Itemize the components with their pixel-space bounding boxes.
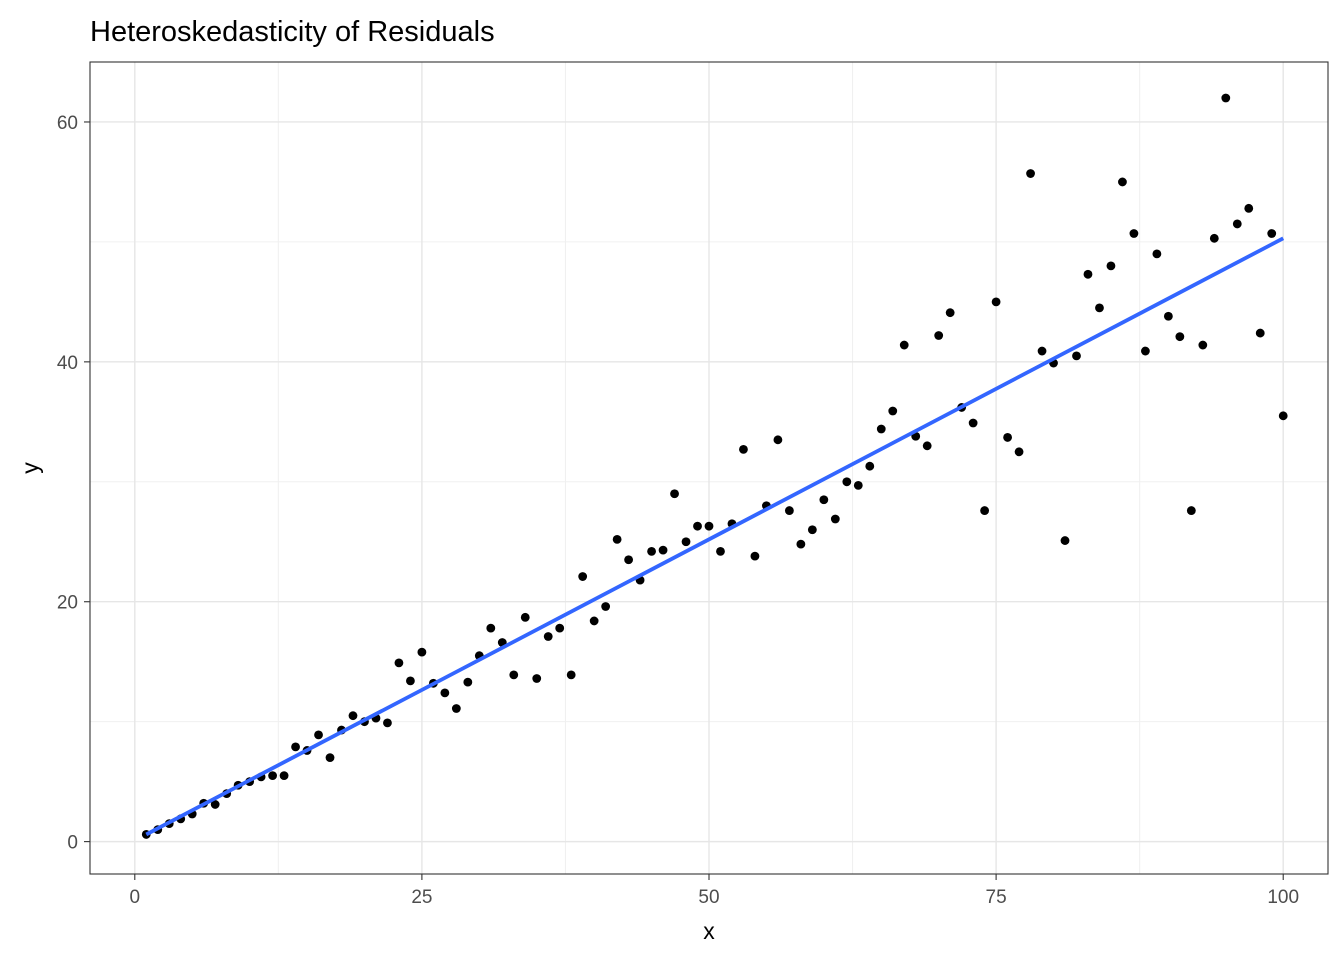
major-gridlines bbox=[90, 62, 1328, 874]
x-tick-label: 75 bbox=[986, 887, 1007, 908]
data-point bbox=[314, 730, 323, 740]
data-point bbox=[291, 742, 300, 752]
data-point bbox=[394, 658, 404, 668]
data-point bbox=[417, 647, 427, 657]
data-point bbox=[268, 771, 277, 781]
data-point bbox=[1232, 219, 1242, 229]
x-tick-label: 25 bbox=[411, 887, 432, 908]
data-point bbox=[1095, 303, 1104, 313]
data-point bbox=[980, 506, 990, 515]
data-point bbox=[934, 331, 944, 340]
data-point bbox=[509, 670, 519, 680]
data-point bbox=[773, 435, 783, 445]
data-point bbox=[486, 623, 496, 633]
data-point bbox=[406, 676, 415, 686]
data-point bbox=[693, 521, 702, 531]
data-point bbox=[325, 753, 335, 763]
data-point bbox=[1141, 346, 1150, 356]
data-point bbox=[796, 539, 806, 549]
chart-title: Heteroskedasticity of Residuals bbox=[90, 16, 495, 48]
data-point bbox=[704, 521, 714, 531]
data-point bbox=[555, 623, 565, 633]
y-tick-label: 60 bbox=[57, 113, 78, 134]
data-point bbox=[1267, 229, 1277, 238]
data-point bbox=[842, 477, 852, 487]
data-point bbox=[1209, 233, 1219, 243]
data-point bbox=[991, 297, 1001, 307]
data-point bbox=[739, 445, 748, 454]
data-point bbox=[520, 612, 530, 622]
data-point bbox=[1003, 433, 1012, 442]
data-point bbox=[784, 506, 794, 515]
plot-panel bbox=[89, 61, 1329, 875]
data-point bbox=[670, 489, 679, 499]
data-point bbox=[1083, 269, 1093, 279]
data-point bbox=[566, 670, 576, 680]
data-point bbox=[532, 674, 542, 683]
data-point bbox=[853, 480, 863, 490]
data-point bbox=[1106, 261, 1116, 271]
regression-line bbox=[145, 236, 1285, 837]
data-point bbox=[819, 495, 829, 505]
y-axis-title: y bbox=[17, 462, 43, 474]
y-tick-label: 0 bbox=[67, 833, 78, 854]
data-point bbox=[451, 704, 461, 713]
data-point bbox=[210, 800, 220, 809]
x-axis-ticks: 0 25 50 75 100 bbox=[129, 874, 1299, 908]
data-point bbox=[1278, 411, 1288, 421]
data-point bbox=[463, 677, 473, 687]
data-point bbox=[830, 514, 840, 524]
data-point bbox=[383, 718, 392, 728]
data-point bbox=[1163, 311, 1173, 321]
data-point bbox=[440, 688, 450, 698]
data-point bbox=[279, 771, 289, 781]
x-tick-label: 0 bbox=[129, 887, 140, 908]
data-point bbox=[922, 441, 932, 451]
data-point bbox=[807, 525, 817, 535]
data-point bbox=[1118, 177, 1127, 187]
data-point bbox=[1186, 506, 1196, 515]
data-point bbox=[716, 546, 725, 556]
data-point bbox=[1014, 447, 1024, 457]
data-point bbox=[876, 424, 886, 434]
scatter-points bbox=[141, 93, 1288, 839]
data-point bbox=[1026, 169, 1035, 178]
data-point bbox=[658, 545, 668, 555]
data-point bbox=[1152, 249, 1162, 259]
data-point bbox=[1060, 536, 1070, 545]
data-point bbox=[1255, 328, 1265, 338]
data-point bbox=[1175, 332, 1185, 342]
y-axis-ticks: 0 20 40 60 bbox=[57, 113, 90, 854]
y-tick-label: 20 bbox=[57, 593, 78, 614]
data-point bbox=[968, 418, 978, 428]
data-point bbox=[945, 308, 955, 318]
data-point bbox=[578, 572, 588, 581]
x-tick-label: 50 bbox=[698, 887, 719, 908]
data-point bbox=[750, 551, 760, 561]
data-point bbox=[624, 555, 634, 565]
data-point bbox=[1129, 229, 1139, 238]
data-point bbox=[865, 461, 875, 471]
fit-line bbox=[145, 236, 1285, 837]
data-point bbox=[647, 546, 656, 556]
data-point bbox=[1221, 93, 1231, 103]
data-point bbox=[681, 537, 691, 547]
data-point bbox=[1072, 351, 1081, 361]
data-point bbox=[1244, 203, 1254, 213]
data-point bbox=[543, 632, 553, 641]
data-point bbox=[612, 534, 622, 544]
x-tick-label: 100 bbox=[1267, 887, 1299, 908]
data-point bbox=[1037, 346, 1047, 356]
data-point bbox=[888, 406, 898, 416]
x-axis-title: x bbox=[703, 918, 715, 944]
data-point bbox=[601, 602, 611, 611]
data-point bbox=[899, 340, 909, 350]
y-tick-label: 40 bbox=[57, 353, 78, 374]
data-point bbox=[589, 616, 599, 626]
data-point bbox=[348, 711, 358, 721]
data-point bbox=[1198, 340, 1208, 350]
